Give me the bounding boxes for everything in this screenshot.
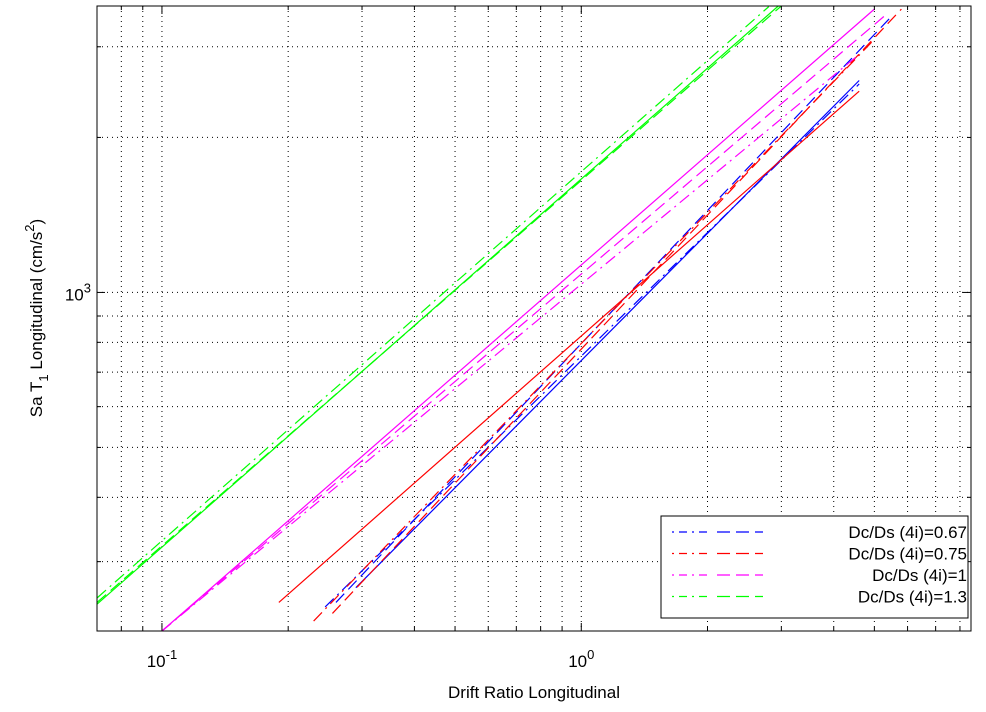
series-2-dashed-line — [331, 8, 902, 614]
x-axis-label: Drift Ratio Longitudinal — [448, 683, 620, 702]
series-4-dashed-line — [96, 5, 782, 603]
y-tick-label: 103 — [65, 280, 91, 304]
x-tick-label: 100 — [568, 647, 594, 671]
series-3-dashed-line — [161, 15, 886, 632]
series-3-dashdot-line — [161, 53, 860, 632]
y-axis-label: Sa T1 Longitudinal (cm/s2) — [22, 219, 51, 417]
series-4-dashdot-line — [96, 6, 770, 599]
x-tick-label: 10-1 — [147, 647, 177, 671]
plot-lines — [96, 5, 902, 632]
series-3-fit-line — [161, 8, 875, 632]
plot-frame — [96, 5, 972, 632]
axis-ticks: 10-1 100 103 — [65, 6, 971, 671]
legend-entry-label: Dc/Ds (4i)=1.3 — [858, 588, 967, 607]
series-2-fit-line — [278, 90, 860, 603]
legend-entry-label: Dc/Ds (4i)=0.67 — [848, 523, 967, 542]
legend-entry-label: Dc/Ds (4i)=1 — [872, 566, 967, 585]
legend-entry-label: Dc/Ds (4i)=0.75 — [848, 545, 967, 564]
legend-box — [660, 515, 969, 619]
legend: Dc/Ds (4i)=0.67 Dc/Ds (4i)=0.75 Dc/Ds (4i)… — [660, 515, 969, 619]
